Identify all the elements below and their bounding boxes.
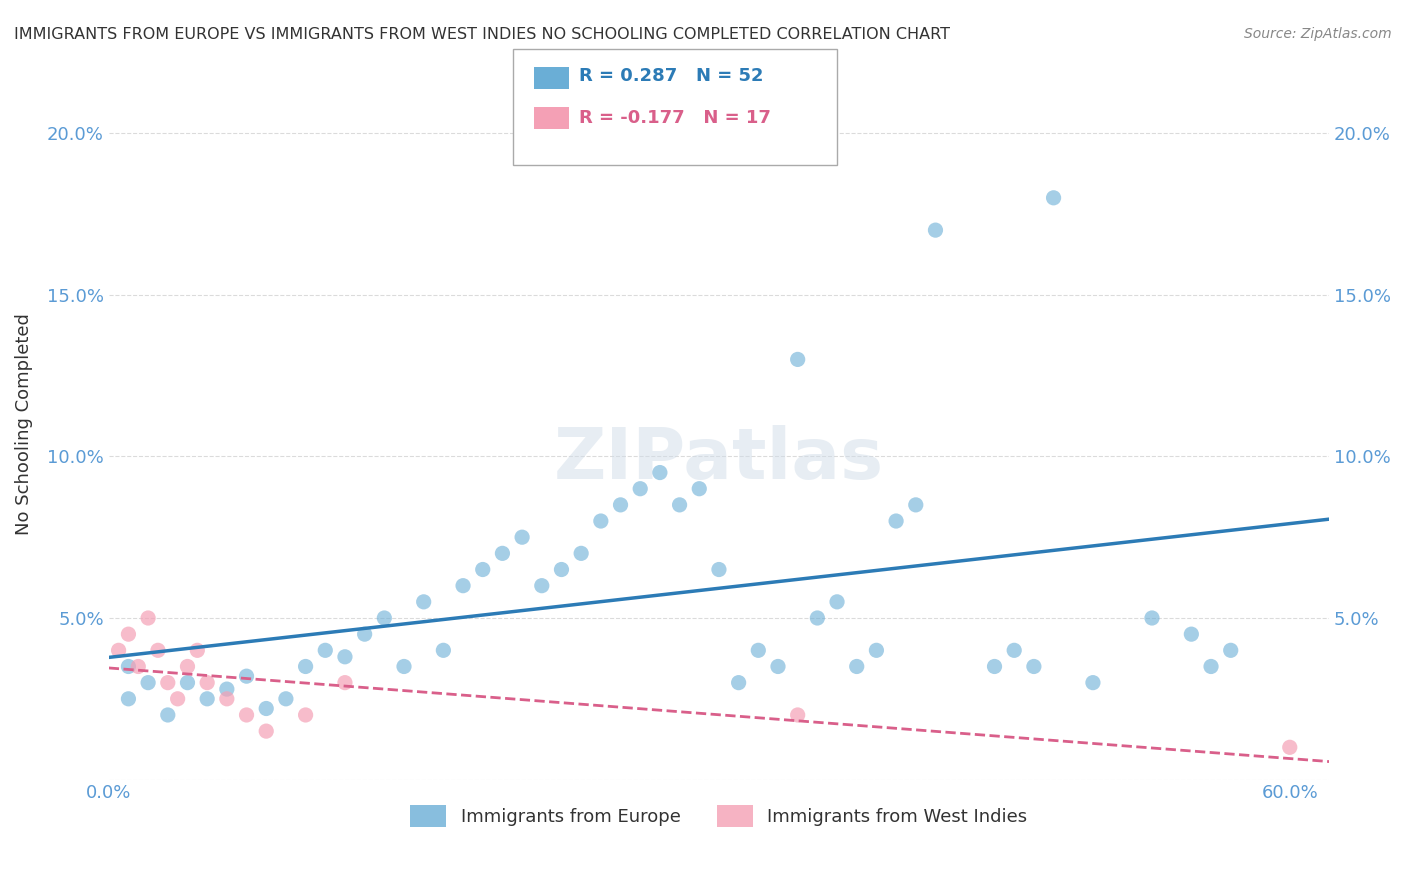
Point (550, 562, 572, 576)
Point (1199, 659, 1222, 673)
Point (983, 659, 1005, 673)
Point (471, 562, 494, 576)
Point (353, 627, 375, 641)
Point (1140, 611, 1163, 625)
Point (156, 675, 179, 690)
Point (589, 514, 612, 528)
Point (117, 659, 139, 673)
Point (373, 611, 395, 625)
Point (530, 579, 553, 593)
Point (668, 498, 690, 512)
Point (176, 659, 198, 673)
Point (786, 708, 808, 723)
Point (786, 352, 808, 367)
Point (107, 643, 129, 657)
Text: R = -0.177   N = 17: R = -0.177 N = 17 (579, 109, 770, 127)
Point (569, 546, 592, 560)
Point (333, 675, 356, 690)
Point (412, 595, 434, 609)
Point (136, 611, 159, 625)
Point (235, 669, 257, 683)
Text: Source: ZipAtlas.com: Source: ZipAtlas.com (1244, 27, 1392, 41)
Point (432, 643, 454, 657)
Point (747, 643, 769, 657)
Point (924, 223, 946, 237)
Point (215, 682, 238, 697)
Point (825, 595, 848, 609)
Point (117, 627, 139, 641)
Point (1022, 659, 1045, 673)
Point (510, 530, 533, 544)
Point (215, 691, 238, 706)
Point (707, 562, 730, 576)
Point (333, 649, 356, 664)
Point (294, 659, 316, 673)
Point (117, 691, 139, 706)
Point (1219, 643, 1241, 657)
Point (845, 659, 868, 673)
Point (451, 579, 474, 593)
Point (1180, 627, 1202, 641)
Point (1042, 191, 1064, 205)
Point (235, 708, 257, 723)
Point (195, 675, 218, 690)
Point (176, 675, 198, 690)
Point (156, 708, 179, 723)
Point (806, 611, 828, 625)
Point (727, 675, 749, 690)
Text: IMMIGRANTS FROM EUROPE VS IMMIGRANTS FROM WEST INDIES NO SCHOOLING COMPLETED COR: IMMIGRANTS FROM EUROPE VS IMMIGRANTS FRO… (14, 27, 950, 42)
Point (884, 514, 907, 528)
Point (648, 466, 671, 480)
Point (688, 482, 710, 496)
Legend: Immigrants from Europe, Immigrants from West Indies: Immigrants from Europe, Immigrants from … (404, 798, 1035, 835)
Point (274, 691, 297, 706)
Y-axis label: No Schooling Completed: No Schooling Completed (15, 313, 32, 535)
Point (904, 498, 927, 512)
Point (186, 643, 208, 657)
Point (609, 498, 631, 512)
Point (136, 675, 159, 690)
Point (294, 708, 316, 723)
Point (628, 482, 651, 496)
Point (1278, 740, 1301, 755)
Point (314, 643, 336, 657)
Point (254, 724, 277, 739)
Point (195, 691, 218, 706)
Point (491, 546, 513, 560)
Point (1081, 675, 1104, 690)
Text: R = 0.287   N = 52: R = 0.287 N = 52 (579, 67, 763, 85)
Point (166, 691, 188, 706)
Point (392, 659, 415, 673)
Point (127, 659, 149, 673)
Point (865, 643, 887, 657)
Point (254, 701, 277, 715)
Point (766, 659, 789, 673)
Point (1002, 643, 1025, 657)
Point (146, 643, 169, 657)
Text: ZIPatlas: ZIPatlas (554, 425, 884, 494)
